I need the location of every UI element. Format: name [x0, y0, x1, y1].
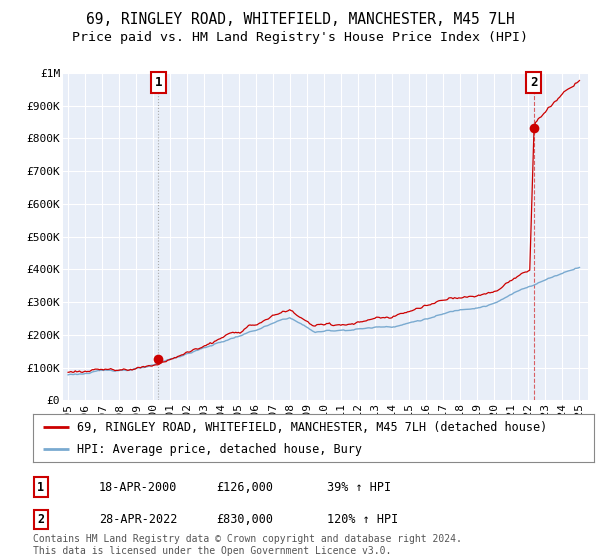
Text: HPI: Average price, detached house, Bury: HPI: Average price, detached house, Bury [77, 442, 362, 456]
Text: Price paid vs. HM Land Registry's House Price Index (HPI): Price paid vs. HM Land Registry's House … [72, 31, 528, 44]
Text: 69, RINGLEY ROAD, WHITEFIELD, MANCHESTER, M45 7LH (detached house): 69, RINGLEY ROAD, WHITEFIELD, MANCHESTER… [77, 421, 547, 434]
Text: 2: 2 [530, 76, 538, 89]
Text: 120% ↑ HPI: 120% ↑ HPI [327, 513, 398, 526]
Text: 2: 2 [37, 513, 44, 526]
Text: 1: 1 [37, 480, 44, 494]
Text: Contains HM Land Registry data © Crown copyright and database right 2024.
This d: Contains HM Land Registry data © Crown c… [33, 534, 462, 556]
Text: £830,000: £830,000 [216, 513, 273, 526]
Text: 69, RINGLEY ROAD, WHITEFIELD, MANCHESTER, M45 7LH: 69, RINGLEY ROAD, WHITEFIELD, MANCHESTER… [86, 12, 514, 27]
Text: £126,000: £126,000 [216, 480, 273, 494]
Text: 1: 1 [155, 76, 162, 89]
Text: 28-APR-2022: 28-APR-2022 [99, 513, 178, 526]
Text: 18-APR-2000: 18-APR-2000 [99, 480, 178, 494]
Text: 39% ↑ HPI: 39% ↑ HPI [327, 480, 391, 494]
